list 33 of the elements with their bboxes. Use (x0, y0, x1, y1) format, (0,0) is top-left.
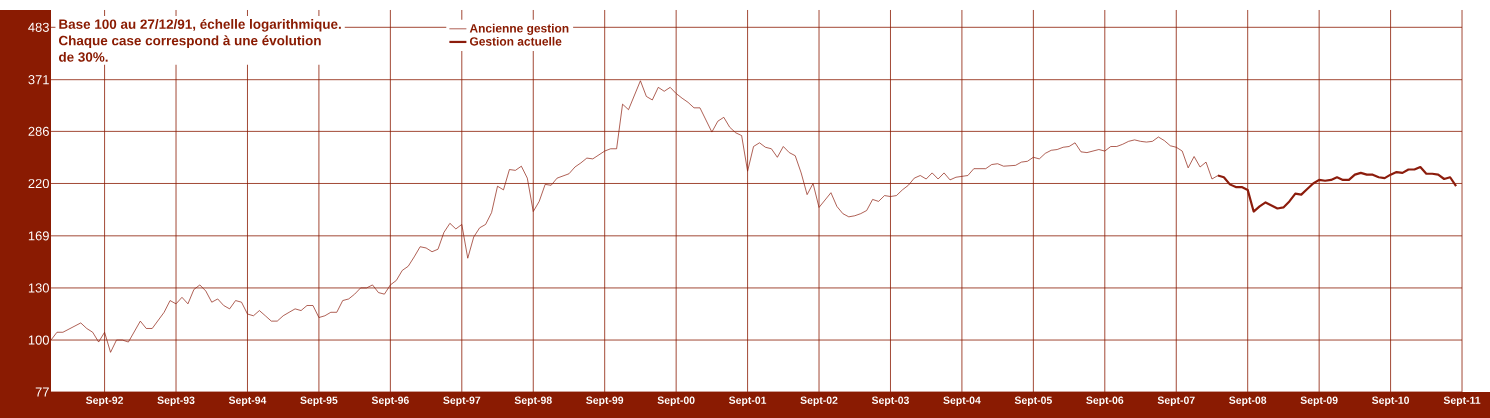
x-tick-label: Sept-09 (1300, 396, 1338, 406)
x-tick-label: Sept-10 (1371, 396, 1410, 406)
x-tick-label: Sept-01 (728, 396, 767, 406)
x-tick-label: Sept-99 (586, 396, 624, 406)
y-tick-label: 220 (28, 178, 49, 189)
y-tick-label: 169 (28, 231, 49, 241)
y-tick-label: 77 (35, 387, 49, 397)
x-tick-label: Sept-05 (1014, 396, 1052, 406)
x-tick-label: Sept-11 (1443, 396, 1481, 406)
x-tick-label: Sept-97 (443, 396, 481, 406)
annotation: Chaque case correspond à une évolution (58, 35, 321, 49)
y-tick-label: 100 (28, 335, 49, 345)
annotation: Base 100 au 27/12/91, échelle logarithmique. (59, 18, 341, 32)
x-tick-label: Sept-95 (300, 396, 338, 406)
x-tick-label: Sept-93 (157, 396, 195, 406)
x-tick-label: Sept-00 (657, 396, 695, 406)
y-tick-label: 371 (28, 75, 49, 85)
x-tick-label: Sept-94 (228, 396, 267, 406)
x-tick-label: Sept-92 (85, 396, 124, 406)
y-tick-label: 130 (28, 283, 49, 293)
x-tick-label: Sept-06 (1086, 396, 1124, 406)
x-tick-label: Sept-08 (1229, 396, 1267, 406)
y-tick-label: 483 (28, 22, 49, 32)
legend-label: Gestion actuelle (469, 36, 562, 46)
x-tick-label: Sept-03 (871, 396, 909, 406)
legend-label: Ancienne gestion (469, 23, 569, 35)
x-tick-label: Sept-04 (943, 396, 981, 406)
x-tick-label: Sept-07 (1157, 396, 1195, 406)
y-tick-label: 286 (28, 126, 49, 136)
annotation: de 30%. (58, 51, 108, 62)
x-tick-label: Sept-02 (800, 396, 838, 406)
x-tick-label: Sept-98 (514, 396, 552, 406)
x-tick-label: Sept-96 (371, 396, 409, 406)
